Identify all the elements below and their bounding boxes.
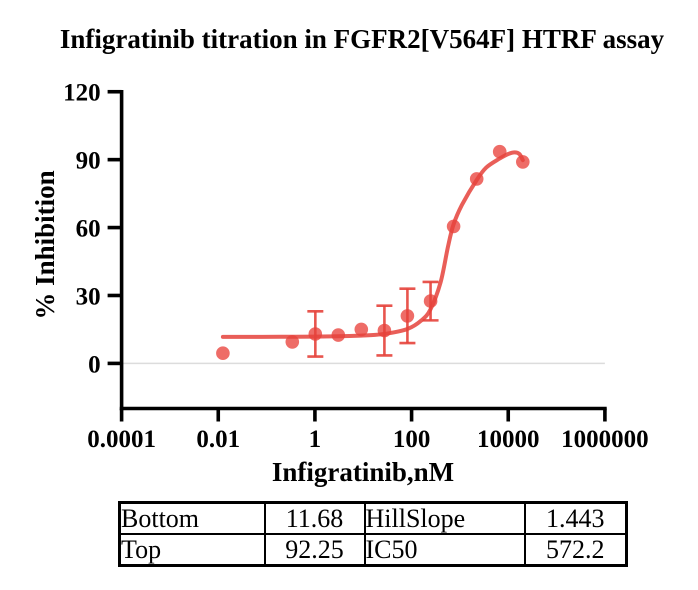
param-value-top: 92.25 <box>263 533 366 567</box>
y-tick-label: 0 <box>88 351 101 378</box>
y-tick-label: 120 <box>63 80 101 107</box>
x-tick-label: 100 <box>393 426 431 453</box>
x-tick-label: 1 <box>309 426 322 453</box>
chart-canvas: 0 30 60 90 120 0.0001 0.01 1 100 10000 1000000 <box>63 80 649 453</box>
fit-results-table: Bottom 11.68 HillSlope 1.443 Top 92.25 I… <box>118 501 628 567</box>
y-tick-label: 90 <box>76 148 101 175</box>
data-point <box>216 346 230 361</box>
table-row: Bottom 11.68 HillSlope 1.443 <box>118 501 628 535</box>
x-tick-label: 0.0001 <box>87 426 156 453</box>
x-tick-label: 10000 <box>477 426 540 453</box>
chart-title: Infigratinib titration in FGFR2[V564F] H… <box>59 24 665 54</box>
param-label-bottom: Bottom <box>118 501 266 535</box>
y-axis-title: % Inhibition <box>30 170 60 320</box>
param-value-hillslope: 1.443 <box>523 501 628 535</box>
param-value-bottom: 11.68 <box>263 501 366 535</box>
param-value-ic50: 572.2 <box>523 533 628 567</box>
param-label-top: Top <box>118 533 266 567</box>
x-tick-label: 0.01 <box>196 426 240 453</box>
x-tick-label: 1000000 <box>561 426 649 453</box>
y-tick-label: 30 <box>76 283 101 310</box>
x-axis-title: Infigratinib,nM <box>271 457 455 487</box>
y-tick-label: 60 <box>76 216 101 243</box>
fit-curve <box>220 150 525 339</box>
param-label-hillslope: HillSlope <box>363 501 526 535</box>
table-row: Top 92.25 IC50 572.2 <box>118 533 628 567</box>
data-point <box>354 322 369 337</box>
param-label-ic50: IC50 <box>363 533 526 567</box>
